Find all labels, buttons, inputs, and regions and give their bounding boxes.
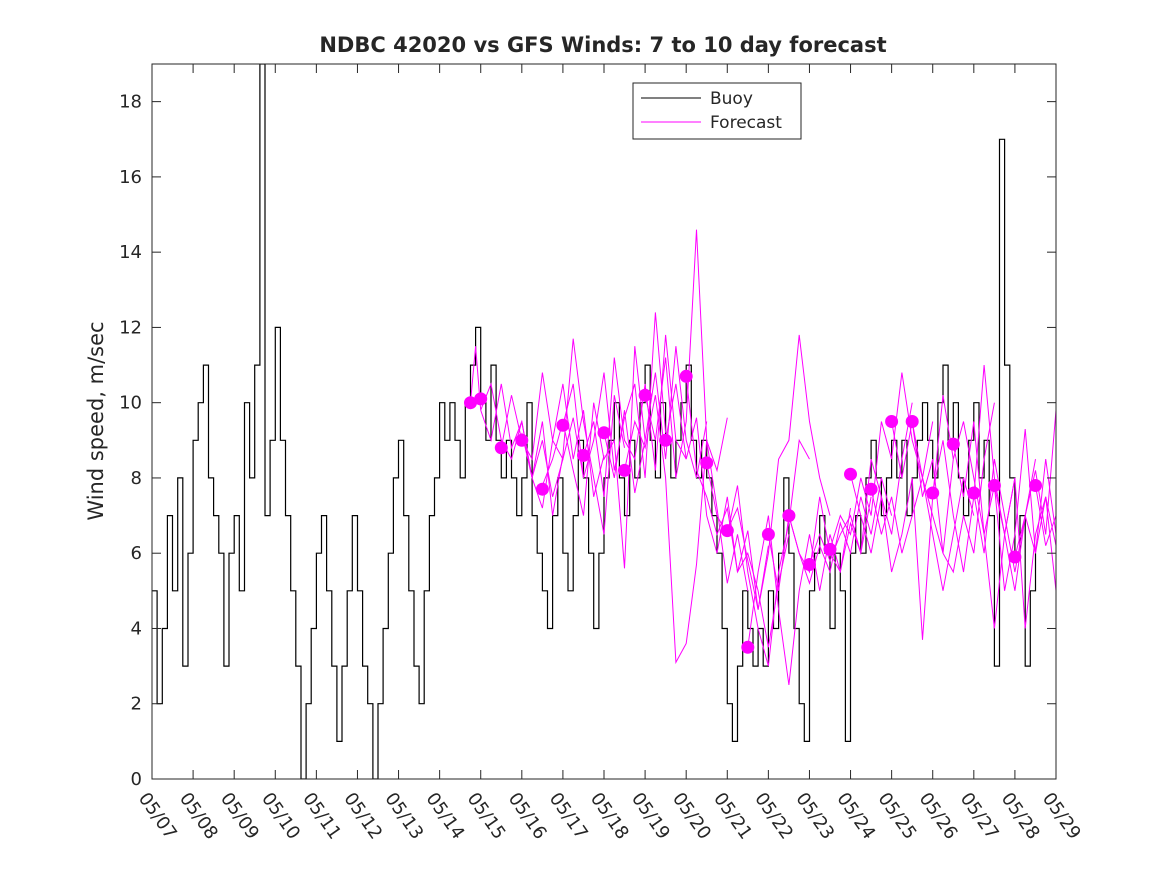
forecast-trace-19 — [829, 372, 934, 550]
forecast-point-9 — [618, 463, 631, 477]
forecast-point-21 — [864, 482, 878, 496]
forecast-point-13 — [700, 456, 714, 470]
y-tick-label-12: 12 — [119, 317, 142, 338]
y-tick-label-18: 18 — [119, 92, 142, 113]
forecast-point-12 — [679, 369, 693, 383]
plot-area: 02468101214161805/0705/0805/0905/1005/11… — [119, 63, 1085, 843]
forecast-trace-27 — [993, 477, 1056, 629]
forecast-trace-25 — [952, 421, 1056, 591]
forecast-point-20 — [844, 467, 857, 481]
plot-background — [152, 64, 1056, 779]
forecast-point-6 — [556, 418, 570, 432]
forecast-trace-9 — [624, 395, 728, 665]
forecast-trace-4 — [521, 338, 625, 535]
forecast-trace-23 — [911, 421, 1016, 629]
forecast-point-26 — [967, 486, 981, 500]
forecast-trace-8 — [603, 346, 708, 494]
forecast-point-17 — [782, 509, 796, 523]
buoy-series-line — [152, 64, 1037, 779]
y-axis-label: Wind speed, m/sec — [84, 321, 108, 520]
forecast-trace-5 — [541, 346, 646, 569]
forecast-trace-24 — [932, 365, 1036, 591]
forecast-point-14 — [720, 524, 734, 538]
legend-forecast-label: Forecast — [710, 113, 782, 133]
forecast-trace-11 — [665, 383, 769, 610]
forecast-trace-6 — [562, 312, 667, 479]
forecast-trace-14 — [726, 334, 831, 610]
y-tick-label-0: 0 — [131, 769, 142, 790]
forecast-point-15 — [741, 640, 755, 654]
forecast-point-19 — [823, 542, 837, 556]
y-tick-label-14: 14 — [119, 242, 142, 263]
forecast-point-11 — [659, 433, 673, 447]
forecast-point-25 — [946, 437, 960, 451]
forecast-trace-29 — [1035, 485, 1056, 546]
forecast-point-5 — [535, 482, 549, 496]
forecast-point-28 — [1008, 550, 1022, 564]
forecast-point-24 — [926, 486, 940, 500]
forecast-point-10 — [638, 388, 652, 402]
forecast-point-2 — [474, 392, 488, 406]
forecast-trace-28 — [1014, 459, 1056, 558]
y-tick-label-8: 8 — [131, 468, 142, 489]
series-layer — [152, 64, 1056, 779]
y-tick-label-16: 16 — [119, 167, 142, 188]
forecast-trace-26 — [973, 410, 1056, 573]
forecast-point-4 — [515, 433, 529, 447]
forecast-point-16 — [761, 527, 775, 541]
forecast-point-23 — [905, 415, 919, 428]
y-tick-label-6: 6 — [131, 543, 142, 564]
legend-buoy-label: Buoy — [710, 89, 753, 109]
forecast-point-7 — [577, 448, 590, 462]
forecast-point-27 — [987, 479, 1001, 492]
forecast-point-8 — [597, 426, 611, 440]
forecast-trace-7 — [583, 334, 687, 497]
forecast-point-29 — [1029, 479, 1042, 492]
forecast-point-22 — [885, 415, 899, 428]
forecast-trace-1 — [470, 346, 564, 497]
forecast-point-18 — [803, 558, 816, 571]
legend: Buoy Forecast — [632, 82, 802, 140]
chart-title: NDBC 42020 vs GFS Winds: 7 to 10 day for… — [319, 33, 886, 57]
forecast-trace-10 — [644, 229, 749, 591]
forecast-point-1 — [464, 396, 477, 410]
forecast-point-3 — [494, 441, 508, 455]
y-tick-label-4: 4 — [131, 618, 142, 639]
y-tick-label-10: 10 — [119, 393, 142, 414]
legend-box — [632, 82, 802, 140]
y-tick-label-2: 2 — [131, 694, 142, 715]
forecast-trace-20 — [850, 395, 954, 640]
forecast-trace-17 — [788, 477, 893, 586]
forecast-trace-12 — [685, 376, 790, 648]
